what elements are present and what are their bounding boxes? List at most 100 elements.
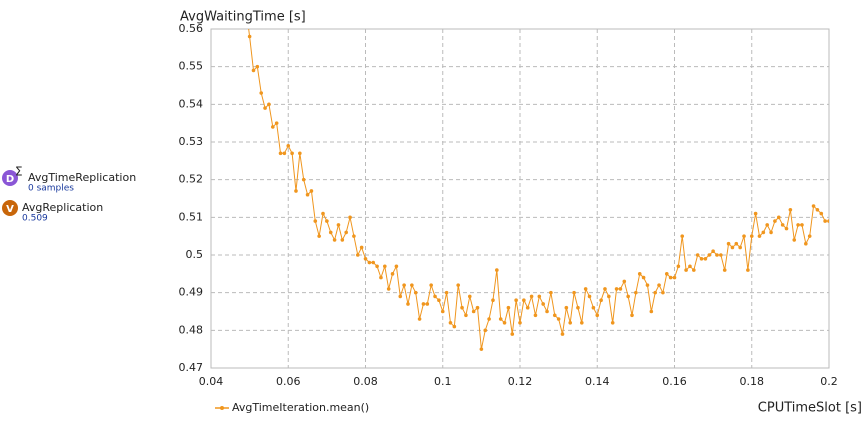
icon-letter: V	[6, 204, 14, 215]
data-point	[437, 298, 441, 303]
stat-name[interactable]: AvgTimeReplication	[28, 171, 136, 184]
data-point	[313, 219, 318, 223]
data-point	[383, 264, 387, 269]
data-point	[703, 256, 708, 261]
data-point	[637, 272, 642, 276]
data-point	[340, 238, 345, 242]
data-point	[251, 68, 256, 73]
data-point	[452, 324, 457, 329]
data-point	[483, 328, 488, 333]
data-point	[394, 264, 399, 269]
data-point	[591, 305, 596, 310]
data-point	[271, 125, 275, 129]
data-point	[267, 102, 271, 107]
y-tick-label: 0.52	[179, 173, 204, 186]
data-point	[475, 305, 480, 310]
stat-name[interactable]: AvgReplication	[22, 201, 103, 214]
x-tick-label: 0.06	[276, 375, 301, 388]
data-point	[641, 275, 646, 280]
data-point	[244, 5, 248, 9]
data-point	[807, 234, 812, 238]
data-point	[664, 272, 669, 276]
y-tick-label: 0.54	[179, 97, 204, 110]
data-point	[804, 241, 808, 246]
data-point	[753, 211, 758, 216]
data-point	[672, 275, 677, 280]
data-point	[355, 253, 360, 257]
data-point	[398, 294, 403, 299]
x-axis-title: CPUTimeSlot [s]	[758, 401, 862, 416]
data-point	[363, 256, 368, 261]
data-point	[390, 272, 395, 276]
data-point	[583, 287, 588, 291]
data-point	[367, 260, 372, 265]
data-point	[614, 287, 619, 291]
data-point	[657, 283, 661, 287]
y-tick-label: 0.48	[179, 323, 204, 336]
data-point	[680, 234, 685, 238]
data-point	[402, 283, 406, 287]
data-point	[545, 309, 549, 314]
data-point	[255, 64, 260, 69]
data-point	[413, 290, 418, 295]
data-point	[282, 151, 287, 156]
data-point	[448, 321, 453, 325]
data-point	[379, 275, 383, 280]
data-point	[479, 347, 484, 351]
data-point	[792, 238, 797, 242]
data-point	[688, 264, 692, 269]
data-point	[344, 230, 348, 235]
data-point	[742, 234, 746, 238]
data-point	[622, 279, 627, 284]
data-point	[734, 241, 739, 246]
x-tick-label: 0.08	[353, 375, 378, 388]
data-point	[421, 302, 426, 306]
data-point	[580, 321, 584, 325]
data-point	[309, 189, 314, 193]
legend-label: AvgTimeIteration.mean()	[232, 401, 369, 414]
data-point	[653, 290, 657, 295]
data-point	[487, 317, 491, 321]
data-point	[788, 208, 793, 212]
data-point	[325, 219, 329, 223]
data-point	[321, 211, 325, 216]
y-tick-label: 0.55	[179, 60, 204, 73]
data-point	[301, 177, 306, 182]
data-point	[634, 290, 638, 295]
data-point	[278, 151, 283, 156]
data-point	[348, 215, 352, 220]
data-point	[425, 302, 430, 306]
plot-layer	[244, 5, 829, 351]
data-point	[827, 219, 829, 223]
y-tick-label: 0.47	[179, 361, 204, 374]
icon-d	[2, 170, 18, 186]
icon-letter: D	[6, 174, 14, 185]
data-point	[549, 290, 553, 295]
data-point	[695, 253, 700, 257]
data-point	[572, 290, 576, 295]
data-point	[746, 268, 750, 272]
data-point	[444, 290, 449, 295]
data-point	[286, 143, 291, 148]
data-point	[429, 283, 433, 287]
data-point	[784, 226, 789, 231]
data-point	[649, 309, 654, 314]
data-point	[738, 245, 742, 250]
legend-marker	[220, 406, 224, 410]
data-point	[626, 294, 630, 299]
data-point	[757, 234, 762, 238]
data-point	[359, 245, 364, 250]
x-tick-label: 0.12	[508, 375, 533, 388]
data-point	[456, 283, 461, 287]
data-point	[522, 298, 526, 303]
y-tick-label: 0.56	[179, 22, 204, 35]
y-tick-label: 0.53	[179, 135, 204, 148]
data-point	[722, 268, 727, 272]
data-point	[552, 313, 557, 318]
data-point	[576, 305, 580, 310]
data-point	[815, 208, 820, 212]
data-point	[668, 275, 673, 280]
data-point	[730, 245, 735, 250]
data-point	[765, 223, 769, 227]
